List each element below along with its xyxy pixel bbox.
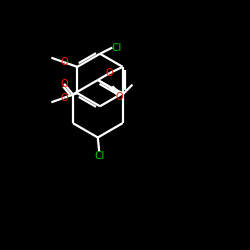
- Text: O: O: [60, 79, 68, 89]
- Text: Cl: Cl: [112, 42, 122, 52]
- Text: Cl: Cl: [94, 151, 104, 161]
- Text: O: O: [60, 93, 68, 103]
- Text: O: O: [116, 92, 123, 102]
- Text: O: O: [106, 68, 113, 78]
- Text: O: O: [60, 57, 68, 67]
